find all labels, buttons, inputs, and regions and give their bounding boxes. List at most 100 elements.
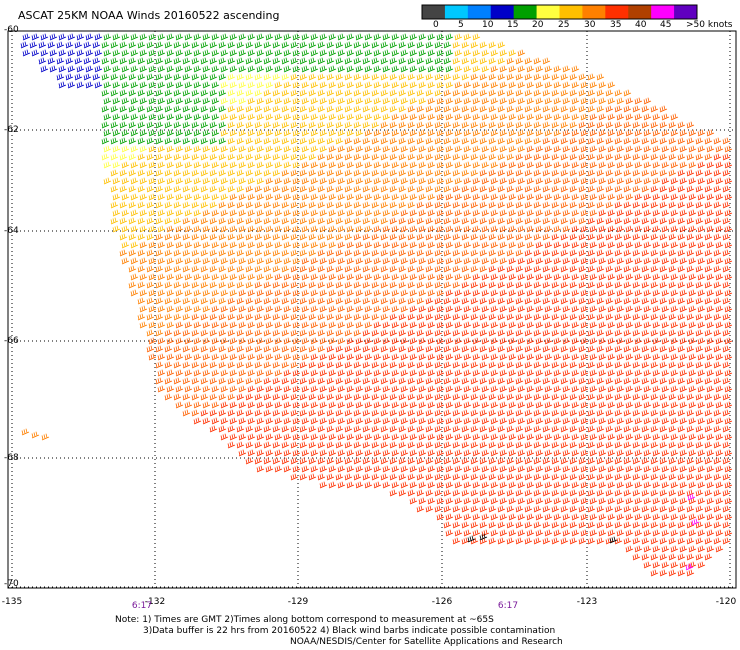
wind-barb (425, 73, 434, 81)
wind-barb (391, 321, 400, 329)
wind-barb (209, 393, 218, 401)
wind-barb (722, 137, 731, 145)
wind-barb (508, 193, 517, 201)
wind-barb (560, 329, 569, 337)
wind-barb (263, 201, 272, 209)
wind-barb (193, 33, 202, 41)
wind-barb (452, 537, 461, 545)
wind-barb (587, 249, 596, 257)
wind-barb (614, 89, 623, 97)
wind-barb (400, 449, 409, 457)
wind-barb (274, 337, 283, 345)
wind-barb (659, 201, 668, 209)
wind-barb (632, 457, 641, 465)
wind-barb (328, 81, 337, 89)
wind-barb (508, 257, 517, 265)
wind-barb (364, 161, 373, 169)
wind-barb (587, 361, 596, 369)
wind-barb (157, 113, 166, 121)
wind-barb (317, 265, 326, 273)
wind-barb (587, 265, 596, 273)
wind-barb (650, 313, 659, 321)
wind-barb (139, 113, 148, 121)
wind-barb (182, 265, 191, 273)
wind-barb (335, 169, 344, 177)
wind-barb (326, 105, 335, 113)
wind-barb (283, 401, 292, 409)
wind-barb (344, 89, 353, 97)
wind-barb (652, 145, 661, 153)
wind-barb (245, 345, 254, 353)
wind-barb (443, 41, 452, 49)
wind-barb (344, 249, 353, 257)
wind-barb (166, 33, 175, 41)
wind-barb (164, 249, 173, 257)
wind-barb (292, 369, 301, 377)
wind-barb (704, 521, 713, 529)
wind-barb (670, 529, 679, 537)
wind-barb (41, 433, 50, 441)
wind-barb (335, 329, 344, 337)
wind-barb (542, 313, 551, 321)
wind-barb (317, 89, 326, 97)
wind-barb (463, 401, 472, 409)
wind-barb (722, 345, 731, 353)
wind-barb (155, 57, 164, 65)
wind-barb (499, 369, 508, 377)
wind-barb (427, 177, 436, 185)
wind-barb (443, 281, 452, 289)
wind-barb (661, 433, 670, 441)
wind-barb (643, 417, 652, 425)
wind-barb (308, 329, 317, 337)
wind-barb (380, 265, 389, 273)
wind-barb (697, 129, 706, 137)
wind-barb (706, 225, 715, 233)
wind-barb (677, 233, 686, 241)
wind-barb (551, 169, 560, 177)
wind-barb (632, 137, 641, 145)
wind-barb (247, 449, 256, 457)
wind-barb (346, 401, 355, 409)
wind-barb (454, 241, 463, 249)
wind-barb (508, 49, 517, 57)
wind-barb (553, 273, 562, 281)
wind-barb (533, 377, 542, 385)
wind-barb (382, 225, 391, 233)
wind-barb (364, 321, 373, 329)
wind-barb (274, 257, 283, 265)
wind-barb (317, 201, 326, 209)
wind-barb (218, 361, 227, 369)
wind-barb (490, 145, 499, 153)
wind-barb (562, 337, 571, 345)
wind-barb (643, 193, 652, 201)
wind-barb (587, 121, 596, 129)
wind-barb (337, 97, 346, 105)
wind-barb (236, 425, 245, 433)
wind-barb (229, 145, 238, 153)
wind-barb (290, 377, 299, 385)
wind-barb (112, 33, 121, 41)
wind-barb (479, 281, 488, 289)
wind-barb (245, 217, 254, 225)
wind-barb (362, 57, 371, 65)
wind-barb (598, 369, 607, 377)
wind-barb (542, 409, 551, 417)
wind-barb (623, 409, 632, 417)
wind-barb (409, 257, 418, 265)
wind-barb (454, 177, 463, 185)
wind-barb (688, 465, 697, 473)
wind-barb (445, 161, 454, 169)
wind-barb (724, 257, 733, 265)
wind-barb (364, 257, 373, 265)
wind-barb (454, 369, 463, 377)
wind-barb (634, 241, 643, 249)
wind-barb (254, 361, 263, 369)
wind-barb (409, 81, 418, 89)
wind-barb (607, 481, 616, 489)
wind-barb (697, 529, 706, 537)
wind-barb (166, 81, 175, 89)
wind-barb (317, 249, 326, 257)
wind-barb (292, 81, 301, 89)
wind-barb (308, 265, 317, 273)
wind-barb (283, 33, 292, 41)
